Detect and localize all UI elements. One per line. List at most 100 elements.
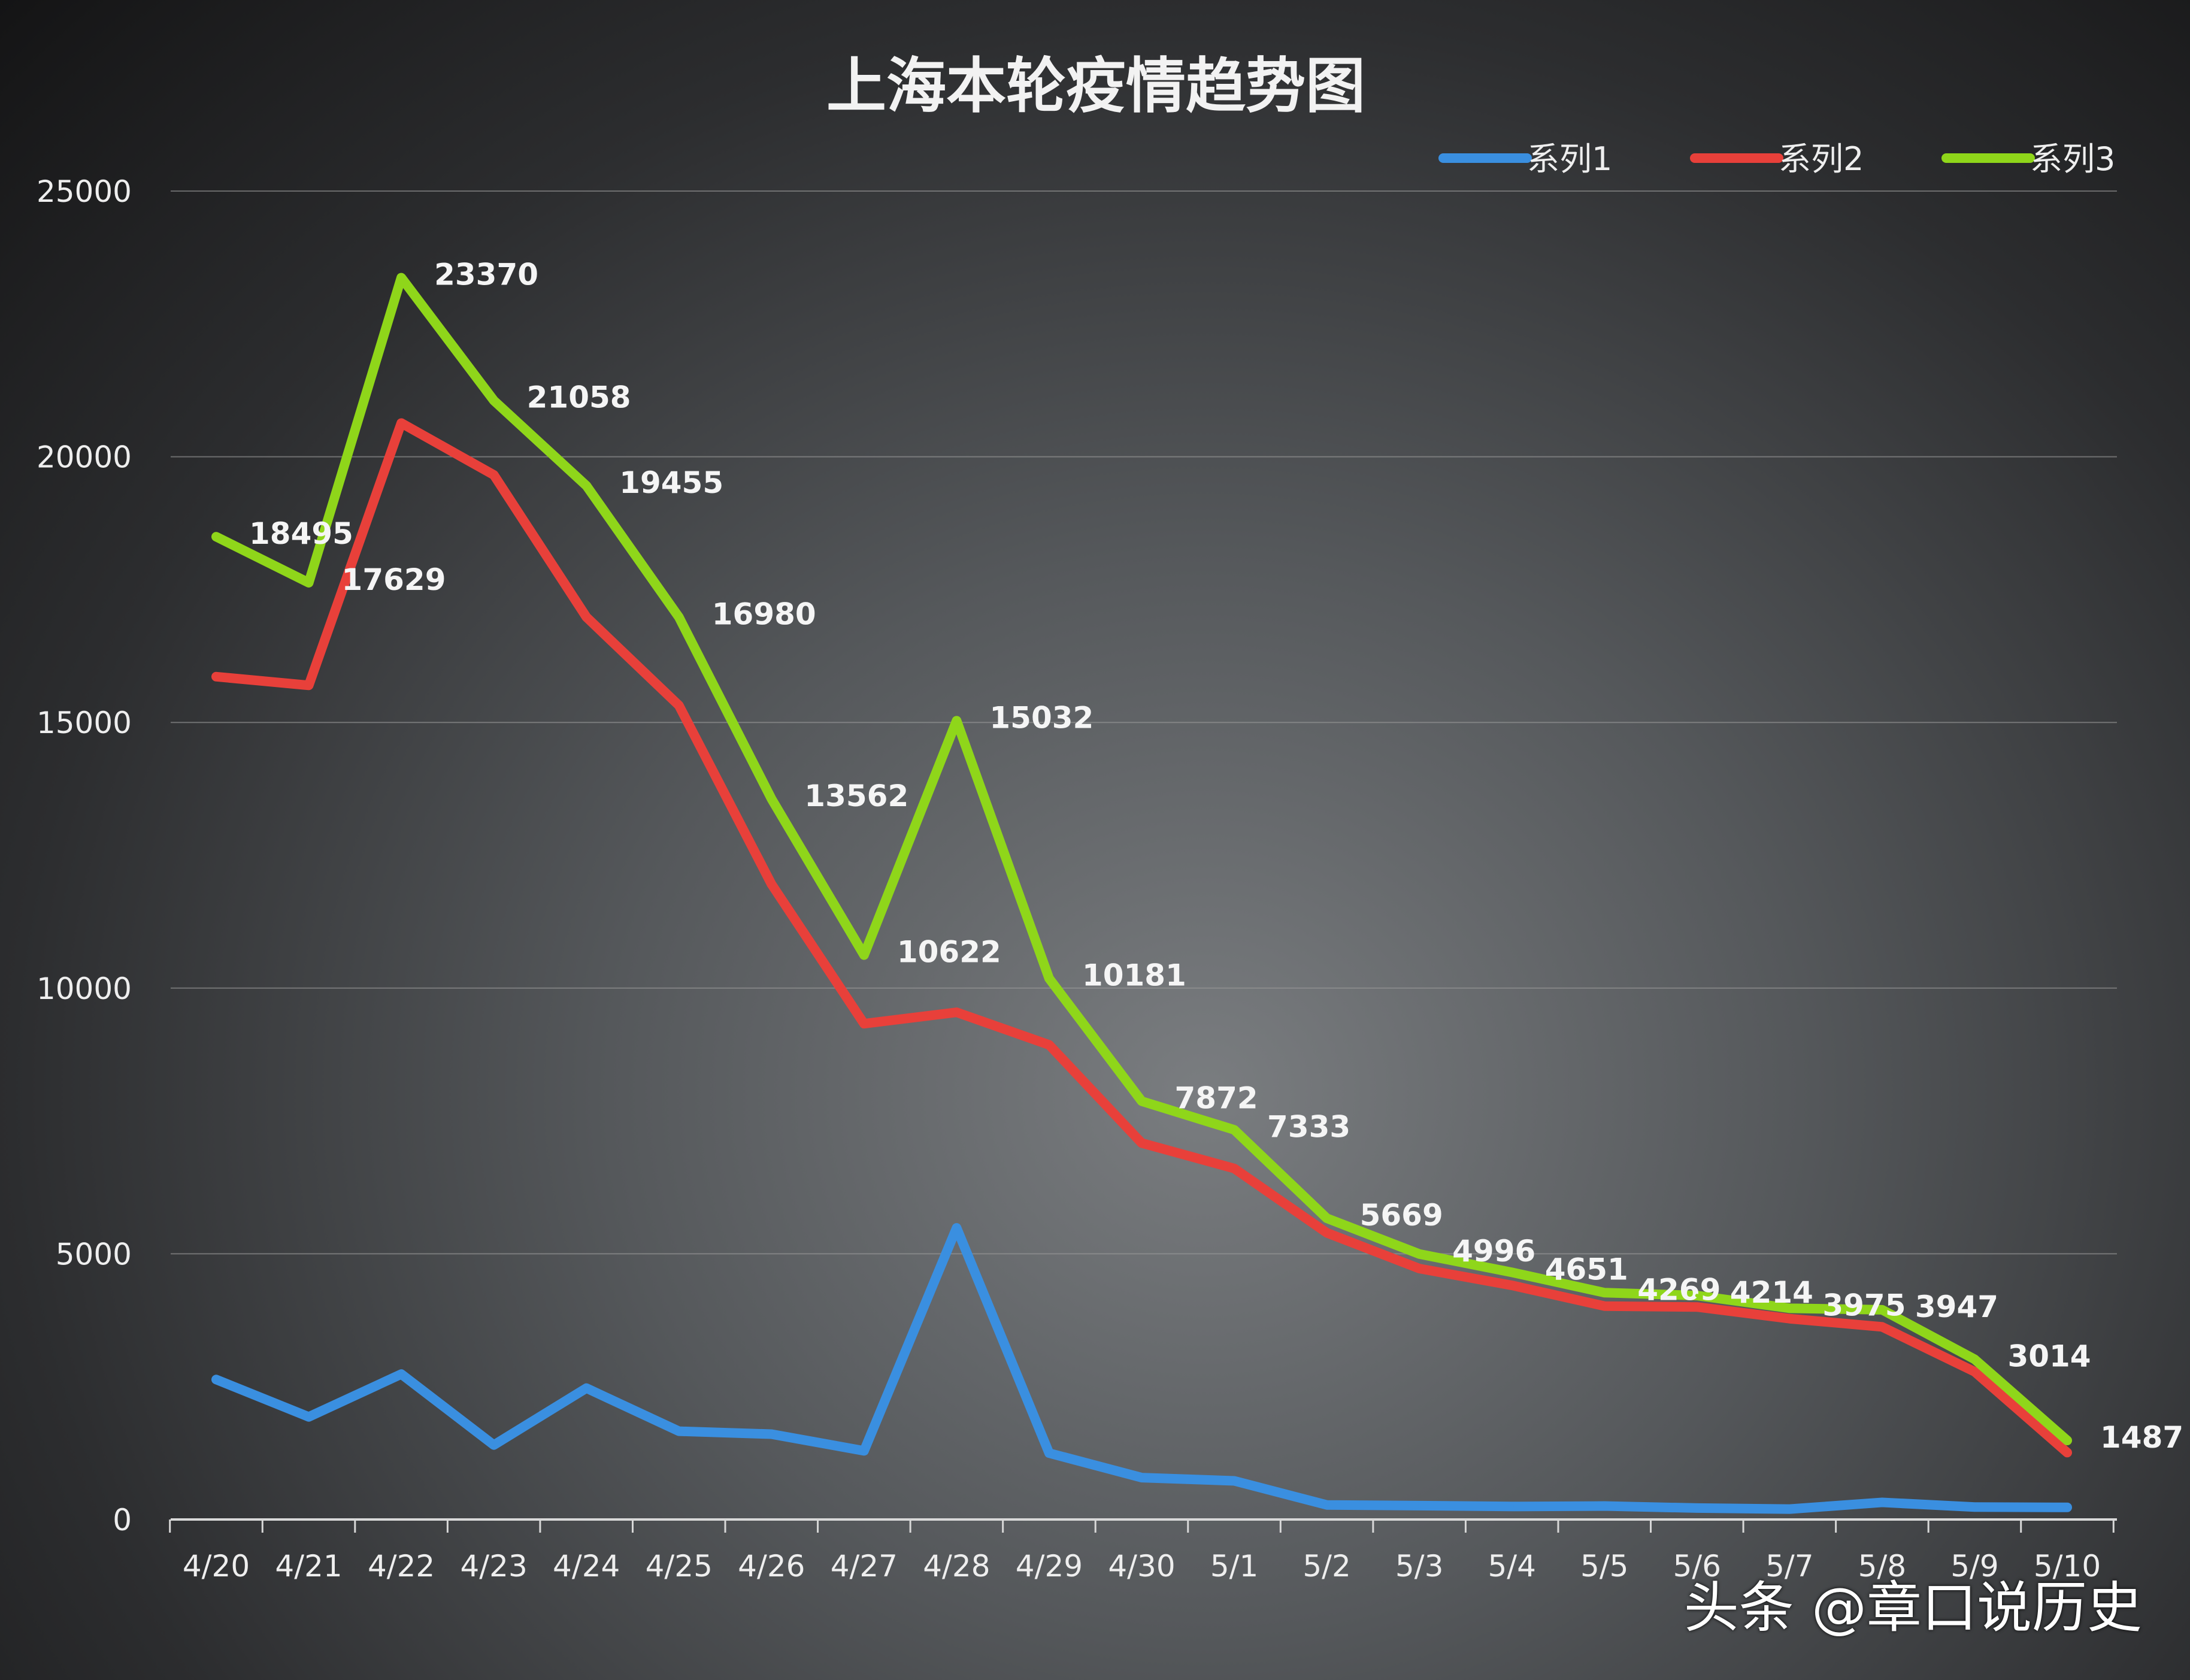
data-point	[1047, 1451, 1051, 1455]
data-point	[677, 615, 681, 619]
y-tick-label: 20000	[37, 440, 132, 475]
data-label: 19455	[619, 465, 723, 500]
data-point	[1417, 1503, 1422, 1508]
x-tick-label: 4/27	[831, 1549, 898, 1584]
data-label: 4996	[1452, 1234, 1535, 1269]
data-point	[955, 1226, 959, 1230]
x-tick-label: 5/10	[2034, 1549, 2101, 1584]
data-point	[1695, 1506, 1699, 1510]
data-label: 3947	[1915, 1289, 1998, 1324]
x-tick-label: 5/7	[1765, 1549, 1813, 1584]
data-point	[399, 1372, 404, 1376]
chart-title: 上海本轮疫情趋势图	[826, 50, 1365, 121]
data-label: 4214	[1730, 1275, 1813, 1310]
legend-label: 系列2	[1779, 140, 1864, 178]
x-tick-label: 5/2	[1303, 1549, 1350, 1584]
data-point	[1325, 1231, 1329, 1235]
data-point	[770, 797, 774, 801]
data-point	[584, 615, 589, 619]
data-point	[2065, 1451, 2069, 1455]
data-point	[307, 683, 311, 688]
data-point	[492, 398, 496, 402]
data-point	[862, 953, 866, 957]
data-point	[955, 1010, 959, 1015]
x-tick-label: 4/25	[646, 1549, 713, 1584]
data-point	[1880, 1307, 1884, 1312]
legend-label: 系列3	[2030, 140, 2115, 178]
data-point	[677, 703, 681, 707]
data-point	[399, 421, 404, 425]
x-tick-label: 4/21	[275, 1549, 342, 1584]
data-label: 7872	[1175, 1081, 1258, 1116]
data-point	[1232, 1166, 1237, 1170]
x-tick-label: 5/3	[1395, 1549, 1443, 1584]
data-point	[2065, 1505, 2069, 1509]
data-point	[1695, 1294, 1699, 1298]
data-point	[584, 483, 589, 488]
data-point	[584, 1386, 589, 1390]
data-label: 7333	[1267, 1109, 1350, 1144]
data-label: 10181	[1082, 958, 1186, 993]
y-tick-label: 5000	[56, 1237, 132, 1272]
data-point	[1603, 1291, 1607, 1295]
data-point	[492, 473, 496, 477]
x-tick-label: 4/26	[738, 1549, 805, 1584]
x-tick-label: 5/6	[1673, 1549, 1721, 1584]
data-label: 18495	[249, 516, 353, 551]
series-line-1	[211, 1223, 2072, 1514]
y-tick-label: 25000	[37, 174, 132, 209]
x-tick-label: 4/22	[368, 1549, 435, 1584]
data-label: 15032	[989, 700, 1094, 735]
data-label: 4651	[1545, 1252, 1628, 1287]
data-point	[770, 1432, 774, 1436]
data-point	[1510, 1505, 1514, 1509]
data-point	[1880, 1325, 1884, 1329]
data-point	[214, 674, 218, 679]
data-point	[1510, 1284, 1514, 1288]
data-point	[862, 1449, 866, 1453]
data-label: 1487	[2100, 1420, 2183, 1455]
data-point	[1140, 1141, 1144, 1145]
data-point	[1788, 1306, 1792, 1310]
series-line-3	[211, 273, 2072, 1446]
data-point	[399, 276, 404, 280]
legend-label: 系列1	[1527, 140, 1612, 178]
data-label: 23370	[434, 258, 538, 292]
data-label: 17629	[342, 562, 446, 597]
x-tick-label: 4/28	[923, 1549, 990, 1584]
data-point	[1417, 1252, 1422, 1256]
x-tick-label: 5/8	[1858, 1549, 1906, 1584]
data-point	[1603, 1304, 1607, 1308]
data-label: 3975	[1822, 1288, 1906, 1322]
watermark: 头条 @章口说历史	[1683, 1576, 2142, 1640]
data-point	[1325, 1503, 1329, 1507]
data-point	[1973, 1357, 1977, 1361]
data-point	[214, 535, 218, 539]
data-label: 3014	[2007, 1339, 2091, 1374]
data-point	[862, 1022, 866, 1026]
data-point	[1047, 976, 1051, 980]
data-point	[955, 719, 959, 723]
data-point	[307, 1415, 311, 1419]
data-point	[1232, 1479, 1237, 1483]
data-point	[307, 580, 311, 585]
x-tick-label: 4/30	[1108, 1549, 1175, 1584]
x-tick-label: 5/9	[1950, 1549, 1998, 1584]
data-label: 16980	[712, 597, 816, 632]
data-point	[1325, 1216, 1329, 1221]
x-tick-label: 5/1	[1210, 1549, 1258, 1584]
data-point	[2065, 1439, 2069, 1443]
data-point	[1140, 1099, 1144, 1103]
data-point	[1232, 1128, 1237, 1132]
x-tick-label: 4/23	[461, 1549, 528, 1584]
data-label: 4269	[1637, 1272, 1721, 1307]
x-tick-label: 4/20	[183, 1549, 250, 1584]
data-point	[1695, 1305, 1699, 1309]
x-tick-label: 5/5	[1580, 1549, 1628, 1584]
data-point	[1047, 1043, 1051, 1047]
data-point	[1973, 1505, 1977, 1509]
data-label: 5669	[1360, 1198, 1443, 1233]
data-point	[1510, 1270, 1514, 1275]
data-point	[770, 882, 774, 886]
y-tick-label: 10000	[37, 971, 132, 1006]
